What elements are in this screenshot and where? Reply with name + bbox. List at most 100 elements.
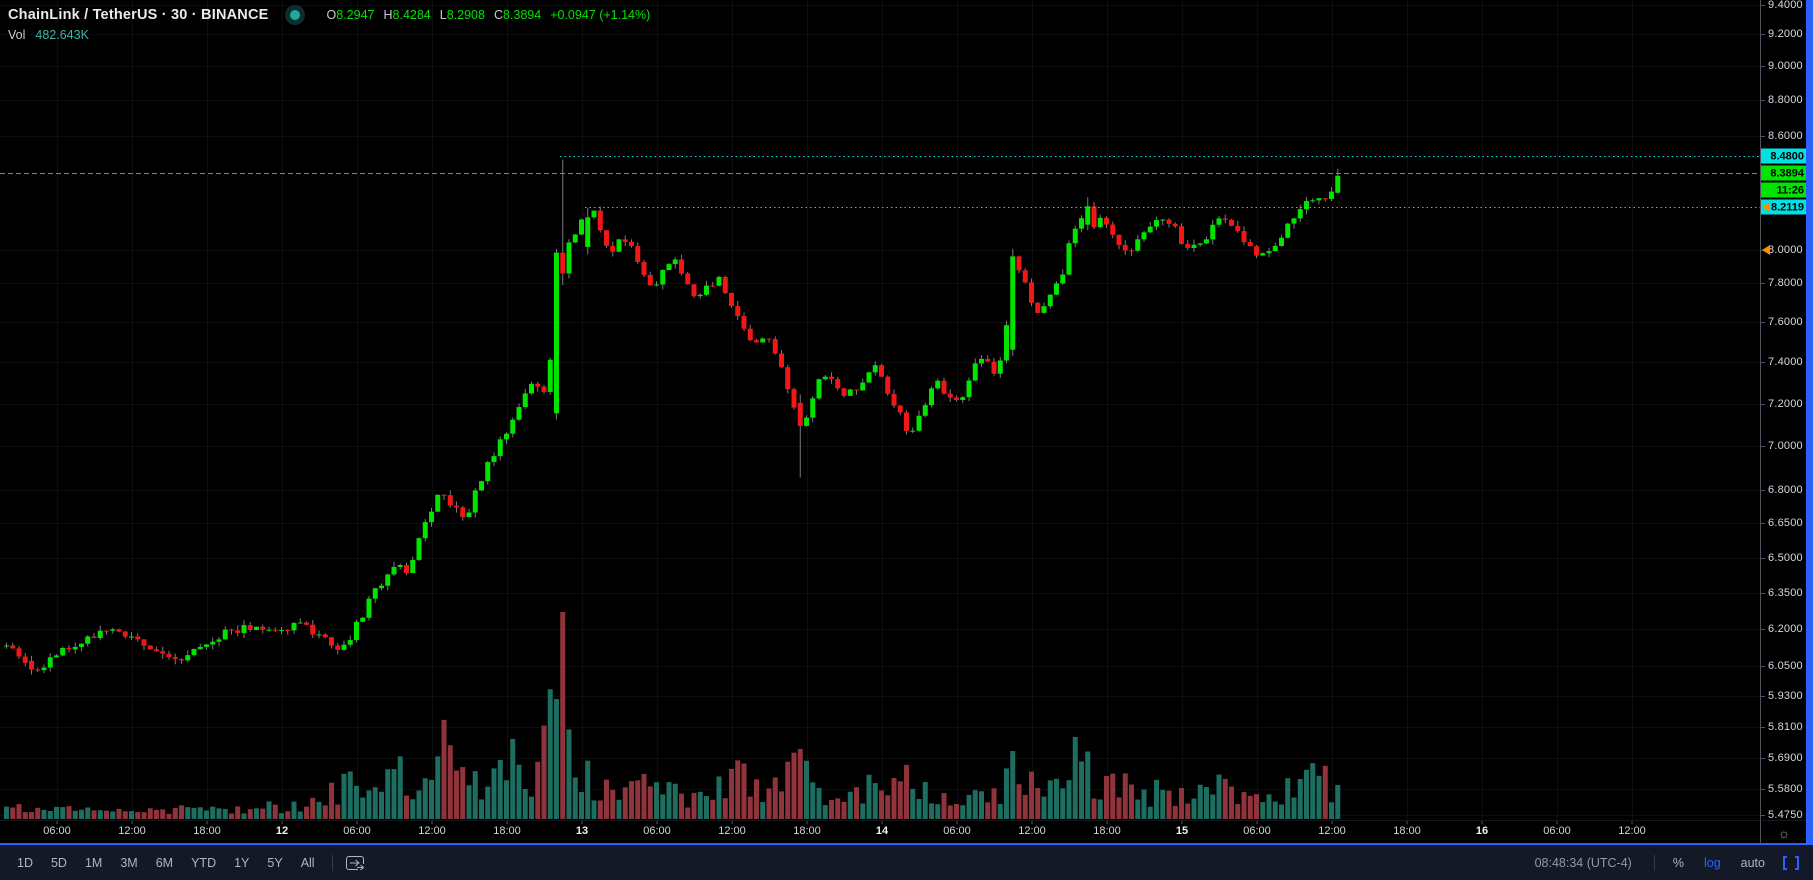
time-tick <box>356 821 358 824</box>
price-tick <box>1761 404 1765 405</box>
price-alert-arrow-icon[interactable] <box>1762 245 1770 255</box>
axis-settings-corner[interactable]: ☼ <box>1760 820 1807 844</box>
price-tick-label: 8.0000 <box>1768 244 1803 256</box>
change-value: +0.0947 (+1.14%) <box>550 8 651 22</box>
time-tick <box>656 821 658 824</box>
price-tick <box>1761 593 1765 594</box>
price-tick-label: 8.8000 <box>1768 94 1803 106</box>
price-alert-arrow-icon[interactable] <box>1762 202 1770 212</box>
price-tick <box>1761 283 1765 284</box>
time-label: 06:00 <box>643 825 671 837</box>
time-tick <box>581 821 583 824</box>
range-button-5y[interactable]: 5Y <box>267 855 283 870</box>
time-label: 12:00 <box>1618 825 1646 837</box>
price-tick-label: 6.6500 <box>1768 517 1803 529</box>
time-tick <box>281 821 283 824</box>
volume-value: 482.643K <box>35 28 89 42</box>
time-tick <box>806 821 808 824</box>
price-tick-label: 6.3500 <box>1768 587 1803 599</box>
ohlc-c: C8.3894 <box>493 8 542 22</box>
price-tick <box>1761 558 1765 559</box>
candlestick-volume-chart[interactable] <box>0 0 1760 843</box>
range-button-1m[interactable]: 1M <box>84 855 103 870</box>
chart-frame-bottom <box>0 843 1806 845</box>
time-tick <box>1631 821 1633 824</box>
price-tick <box>1761 322 1765 323</box>
clock[interactable]: 08:48:34 (UTC-4) <box>1534 855 1632 870</box>
range-buttons: 1D 5D 1M 3M 6M YTD 1Y 5Y All <box>0 852 369 874</box>
level-price-label[interactable]: 8.2119 <box>1761 199 1807 215</box>
time-label: 18:00 <box>793 825 821 837</box>
axis-settings-icon[interactable]: ☼ <box>1777 824 1791 841</box>
time-tick <box>731 821 733 824</box>
price-tick-label: 6.2000 <box>1768 623 1803 635</box>
price-tick-label: 6.8000 <box>1768 484 1803 496</box>
level-price-label[interactable]: 8.4800 <box>1761 148 1807 164</box>
time-tick <box>1481 821 1483 824</box>
range-button-1y[interactable]: 1Y <box>234 855 250 870</box>
ohlc-o: O8.2947 <box>326 8 375 22</box>
price-tick-label: 5.5800 <box>1768 783 1803 795</box>
go-to-date-icon[interactable] <box>341 852 369 874</box>
time-label: 12:00 <box>118 825 146 837</box>
time-label-day: 13 <box>575 825 589 837</box>
price-tick-label: 7.0000 <box>1768 440 1803 452</box>
price-tick-label: 6.5000 <box>1768 552 1803 564</box>
chart-plot-area[interactable]: ChainLink / TetherUS · 30 · BINANCE O8.2… <box>0 0 1760 843</box>
range-button-3m[interactable]: 3M <box>120 855 138 870</box>
time-label: 18:00 <box>493 825 521 837</box>
price-tick-label: 9.2000 <box>1768 28 1803 40</box>
time-tick <box>506 821 508 824</box>
range-button-1d[interactable]: 1D <box>17 855 33 870</box>
market-status-icon[interactable] <box>284 5 305 25</box>
chart-frame-right[interactable] <box>1806 0 1813 845</box>
price-axis[interactable]: 9.4000 9.2000 9.0000 8.8000 8.6000 8.0000 7.80… <box>1760 0 1807 843</box>
time-label-day: 12 <box>275 825 289 837</box>
time-label-day: 14 <box>875 825 889 837</box>
price-tick-label: 5.6900 <box>1768 752 1803 764</box>
range-button-5d[interactable]: 5D <box>50 855 67 870</box>
price-tick <box>1761 758 1765 759</box>
bottom-toolbar: 1D 5D 1M 3M 6M YTD 1Y 5Y All 08:48:34 (UTC-4) % … <box>0 845 1813 880</box>
range-button-all[interactable]: All <box>300 855 315 870</box>
maximize-icon[interactable] <box>1783 855 1799 870</box>
time-tick <box>1181 821 1183 824</box>
price-tick-label: 5.4750 <box>1768 809 1803 821</box>
percent-scale-button[interactable]: % <box>1672 855 1684 870</box>
price-tick <box>1761 523 1765 524</box>
price-tick-label: 8.6000 <box>1768 130 1803 142</box>
symbol-title[interactable]: ChainLink / TetherUS · 30 · BINANCE <box>8 7 269 23</box>
chart-legend: ChainLink / TetherUS · 30 · BINANCE O8.2… <box>8 5 659 25</box>
bar-countdown-label: 11:26 <box>1761 182 1807 198</box>
price-tick <box>1761 66 1765 67</box>
volume-legend: Vol 482.643K <box>8 28 89 42</box>
price-tick-label: 5.8100 <box>1768 721 1803 733</box>
price-tick-label: 7.2000 <box>1768 398 1803 410</box>
price-tick <box>1761 727 1765 728</box>
time-label: 12:00 <box>418 825 446 837</box>
time-label-day: 16 <box>1475 825 1489 837</box>
price-tick <box>1761 815 1765 816</box>
time-label: 06:00 <box>343 825 371 837</box>
range-button-ytd[interactable]: YTD <box>191 855 217 870</box>
price-tick-label: 7.8000 <box>1768 277 1803 289</box>
time-label: 18:00 <box>193 825 221 837</box>
time-axis[interactable]: 06:00 12:00 18:00 12 06:00 12:00 18:00 13 06:00 1… <box>0 820 1760 844</box>
time-tick <box>1406 821 1408 824</box>
volume-label: Vol <box>8 28 26 42</box>
last-price-label[interactable]: 8.3894 <box>1761 165 1807 181</box>
auto-scale-button[interactable]: auto <box>1740 855 1765 870</box>
price-tick-label: 5.9300 <box>1768 690 1803 702</box>
price-tick <box>1761 100 1765 101</box>
time-tick <box>131 821 133 824</box>
time-label: 06:00 <box>43 825 71 837</box>
range-button-6m[interactable]: 6M <box>155 855 174 870</box>
time-tick <box>1331 821 1333 824</box>
time-tick <box>1256 821 1258 824</box>
log-scale-button[interactable]: log <box>1703 855 1721 870</box>
time-label: 18:00 <box>1393 825 1421 837</box>
time-label: 06:00 <box>1243 825 1271 837</box>
price-tick <box>1761 666 1765 667</box>
price-tick-label: 7.4000 <box>1768 356 1803 368</box>
ohlc-l: L8.2908 <box>439 8 485 22</box>
